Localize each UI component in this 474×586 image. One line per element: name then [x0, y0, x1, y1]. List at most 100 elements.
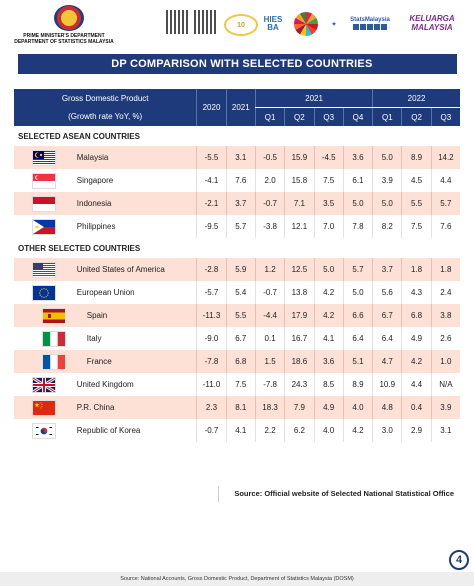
- growth-value: 3.7: [372, 258, 402, 281]
- keluarga-malaysia-logo: KELUARGA MALAYSIA: [396, 12, 468, 34]
- growth-value: 15.8: [284, 169, 315, 192]
- growth-value: 0.4: [401, 396, 432, 419]
- ministry-line1: PRIME MINISTER'S DEPARTMENT: [23, 33, 105, 39]
- stats-malaysia-label: StatsMalaysia: [350, 16, 390, 23]
- growth-value: 6.1: [342, 169, 373, 192]
- growth-value: -2.1: [196, 192, 227, 215]
- growth-value: 0.1: [254, 327, 285, 350]
- table-row: Malaysia -5.5 3.1 -0.5 15.9 -4.5 3.6 5.0 8.9 14.2: [14, 146, 460, 169]
- growth-value: 7.6: [430, 215, 460, 238]
- growth-value: 4.9: [401, 327, 432, 350]
- col-2021-q4: Q4: [342, 107, 373, 126]
- table-row: Indonesia -2.1 3.7 -0.7 7.1 3.5 5.0 5.0 5.5 5.7: [14, 192, 460, 215]
- growth-value: -4.4: [254, 304, 285, 327]
- growth-value: N/A: [430, 373, 460, 396]
- col-2021-q2: Q2: [284, 107, 315, 126]
- growth-value: 6.4: [372, 327, 402, 350]
- philippines-flag-icon: [32, 218, 57, 235]
- footer-source: Source: National Accounts, Gross Domesti…: [0, 572, 474, 586]
- growth-value: 14.2: [430, 146, 460, 169]
- growth-value: 2.4: [430, 281, 460, 304]
- growth-value: 5.9: [225, 258, 256, 281]
- col-2022-q1: Q1: [372, 107, 402, 126]
- growth-value: 8.1: [225, 396, 256, 419]
- growth-value: 2.0: [254, 169, 285, 192]
- china-flag-icon: [32, 399, 57, 416]
- growth-value: 5.5: [401, 192, 432, 215]
- growth-value: 4.2: [313, 304, 344, 327]
- growth-value: 5.0: [372, 192, 402, 215]
- growth-value: 6.8: [401, 304, 432, 327]
- growth-value: -11.0: [196, 373, 227, 396]
- growth-value: -9.0: [196, 327, 227, 350]
- country-name: Singapore: [74, 169, 197, 192]
- label-line1: Gross Domestic Product: [14, 89, 197, 108]
- growth-value: -4.1: [196, 169, 227, 192]
- growth-value: 3.9: [430, 396, 460, 419]
- group-2022: 2022: [372, 89, 460, 108]
- growth-value: 1.0: [430, 350, 460, 373]
- table-row: Spain -11.3 5.5 -4.4 17.9 4.2 6.6 6.7 6.8 3.8: [14, 304, 460, 327]
- sdg-logo-icon: [294, 12, 318, 36]
- growth-value: 2.6: [430, 327, 460, 350]
- growth-value: 5.0: [372, 146, 402, 169]
- growth-value: 10.9: [372, 373, 402, 396]
- growth-value: 7.5: [225, 373, 256, 396]
- growth-value: 8.9: [401, 146, 432, 169]
- growth-value: -4.5: [313, 146, 344, 169]
- country-name: Republic of Korea: [74, 419, 197, 442]
- growth-value: -5.7: [196, 281, 227, 304]
- hies-logo: HIES BA: [258, 14, 288, 34]
- growth-value: 5.6: [372, 281, 402, 304]
- table-row: P.R. China 2.3 8.1 18.3 7.9 4.9 4.0 4.8 0.4 3.9: [14, 396, 460, 419]
- table-row: France -7.8 6.8 1.5 18.6 3.6 5.1 4.7 4.2 1.0: [14, 350, 460, 373]
- growth-value: 3.1: [430, 419, 460, 442]
- col-2021-q1: Q1: [254, 107, 285, 126]
- growth-value: 24.3: [284, 373, 315, 396]
- growth-value: 5.1: [342, 350, 373, 373]
- growth-value: 3.1: [225, 146, 256, 169]
- growth-value: 4.2: [401, 350, 432, 373]
- col-2020: 2020: [196, 89, 227, 126]
- qr-code-icon: [166, 10, 190, 34]
- growth-value: -11.3: [196, 304, 227, 327]
- growth-value: 4.2: [313, 281, 344, 304]
- growth-value: 3.9: [372, 169, 402, 192]
- growth-value: 1.2: [254, 258, 285, 281]
- growth-value: 3.0: [372, 419, 402, 442]
- growth-value: 4.4: [401, 373, 432, 396]
- growth-value: 6.8: [225, 350, 256, 373]
- growth-value: 8.9: [342, 373, 373, 396]
- growth-value: -5.5: [196, 146, 227, 169]
- col-2022-q3: Q3: [430, 107, 460, 126]
- growth-value: 4.5: [401, 169, 432, 192]
- growth-value: 7.5: [401, 215, 432, 238]
- growth-value: 4.8: [372, 396, 402, 419]
- group-2021: 2021: [254, 89, 373, 108]
- growth-value: 6.6: [342, 304, 373, 327]
- header-bar: PRIME MINISTER'S DEPARTMENT DEPARTMENT O…: [0, 0, 474, 52]
- growth-value: 3.7: [225, 192, 256, 215]
- eu-flag-icon: [32, 284, 57, 301]
- qr-code-icon: [194, 10, 218, 34]
- table-row: Singapore -4.1 7.6 2.0 15.8 7.5 6.1 3.9 4.5 4.4: [14, 169, 460, 192]
- growth-value: 3.6: [342, 146, 373, 169]
- growth-value: 13.8: [284, 281, 315, 304]
- malaysia-flag-icon: [32, 149, 57, 166]
- growth-value: 2.3: [196, 396, 227, 419]
- growth-value: 6.7: [372, 304, 402, 327]
- korea-flag-icon: [32, 422, 57, 439]
- table-row: United Kingdom -11.0 7.5 -7.8 24.3 8.5 8.9 10.9…: [14, 373, 460, 396]
- growth-value: 4.0: [342, 396, 373, 419]
- table-row: Philippines -9.5 5.7 -3.8 12.1 7.0 7.8 8.2 7.5 7.…: [14, 215, 460, 238]
- growth-value: 17.9: [284, 304, 315, 327]
- growth-value: 4.1: [225, 419, 256, 442]
- growth-value: 4.0: [313, 419, 344, 442]
- ministry-name: PRIME MINISTER'S DEPARTMENT DEPARTMENT O…: [14, 33, 114, 45]
- table-row: Italy -9.0 6.7 0.1 16.7 4.1 6.4 6.4 4.9 2.6: [14, 327, 460, 350]
- growth-value: 6.7: [225, 327, 256, 350]
- growth-value: 3.6: [313, 350, 344, 373]
- country-name: Philippines: [74, 215, 197, 238]
- growth-value: 16.7: [284, 327, 315, 350]
- table-row: Republic of Korea -0.7 4.1 2.2 6.2 4.0 4.2 3.0 2…: [14, 419, 460, 442]
